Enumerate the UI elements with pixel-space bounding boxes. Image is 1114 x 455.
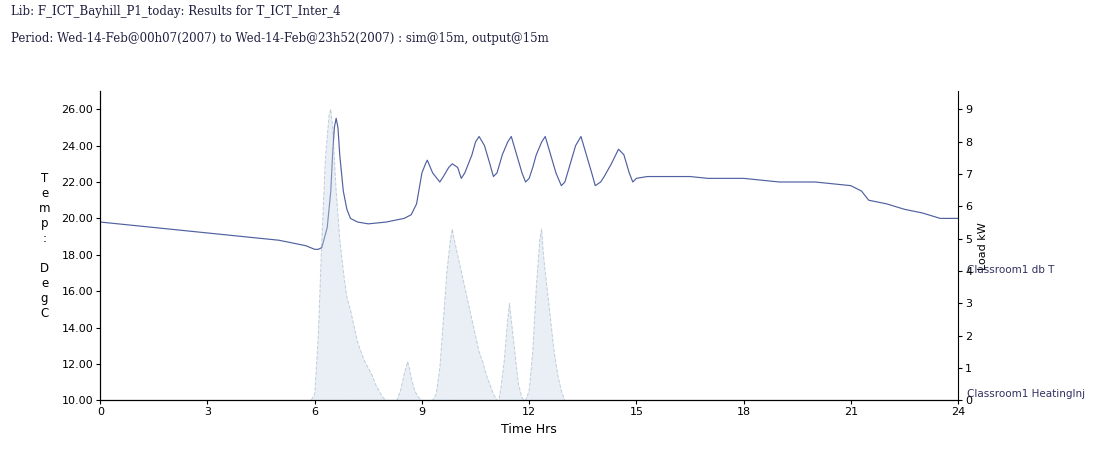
Text: Classroom1 HeatingInj: Classroom1 HeatingInj bbox=[967, 389, 1085, 399]
Text: T
e
m
p
:

D
e
g
C: T e m p : D e g C bbox=[39, 172, 50, 320]
Y-axis label: Load kW: Load kW bbox=[978, 222, 988, 269]
Text: Period: Wed-14-Feb@00h07(2007) to Wed-14-Feb@23h52(2007) : sim@15m, output@15m: Period: Wed-14-Feb@00h07(2007) to Wed-14… bbox=[11, 32, 549, 45]
Text: Lib: F_ICT_Bayhill_P1_today: Results for T_ICT_Inter_4: Lib: F_ICT_Bayhill_P1_today: Results for… bbox=[11, 5, 341, 18]
X-axis label: Time Hrs: Time Hrs bbox=[501, 423, 557, 436]
Text: Classroom1 db T: Classroom1 db T bbox=[967, 265, 1054, 275]
